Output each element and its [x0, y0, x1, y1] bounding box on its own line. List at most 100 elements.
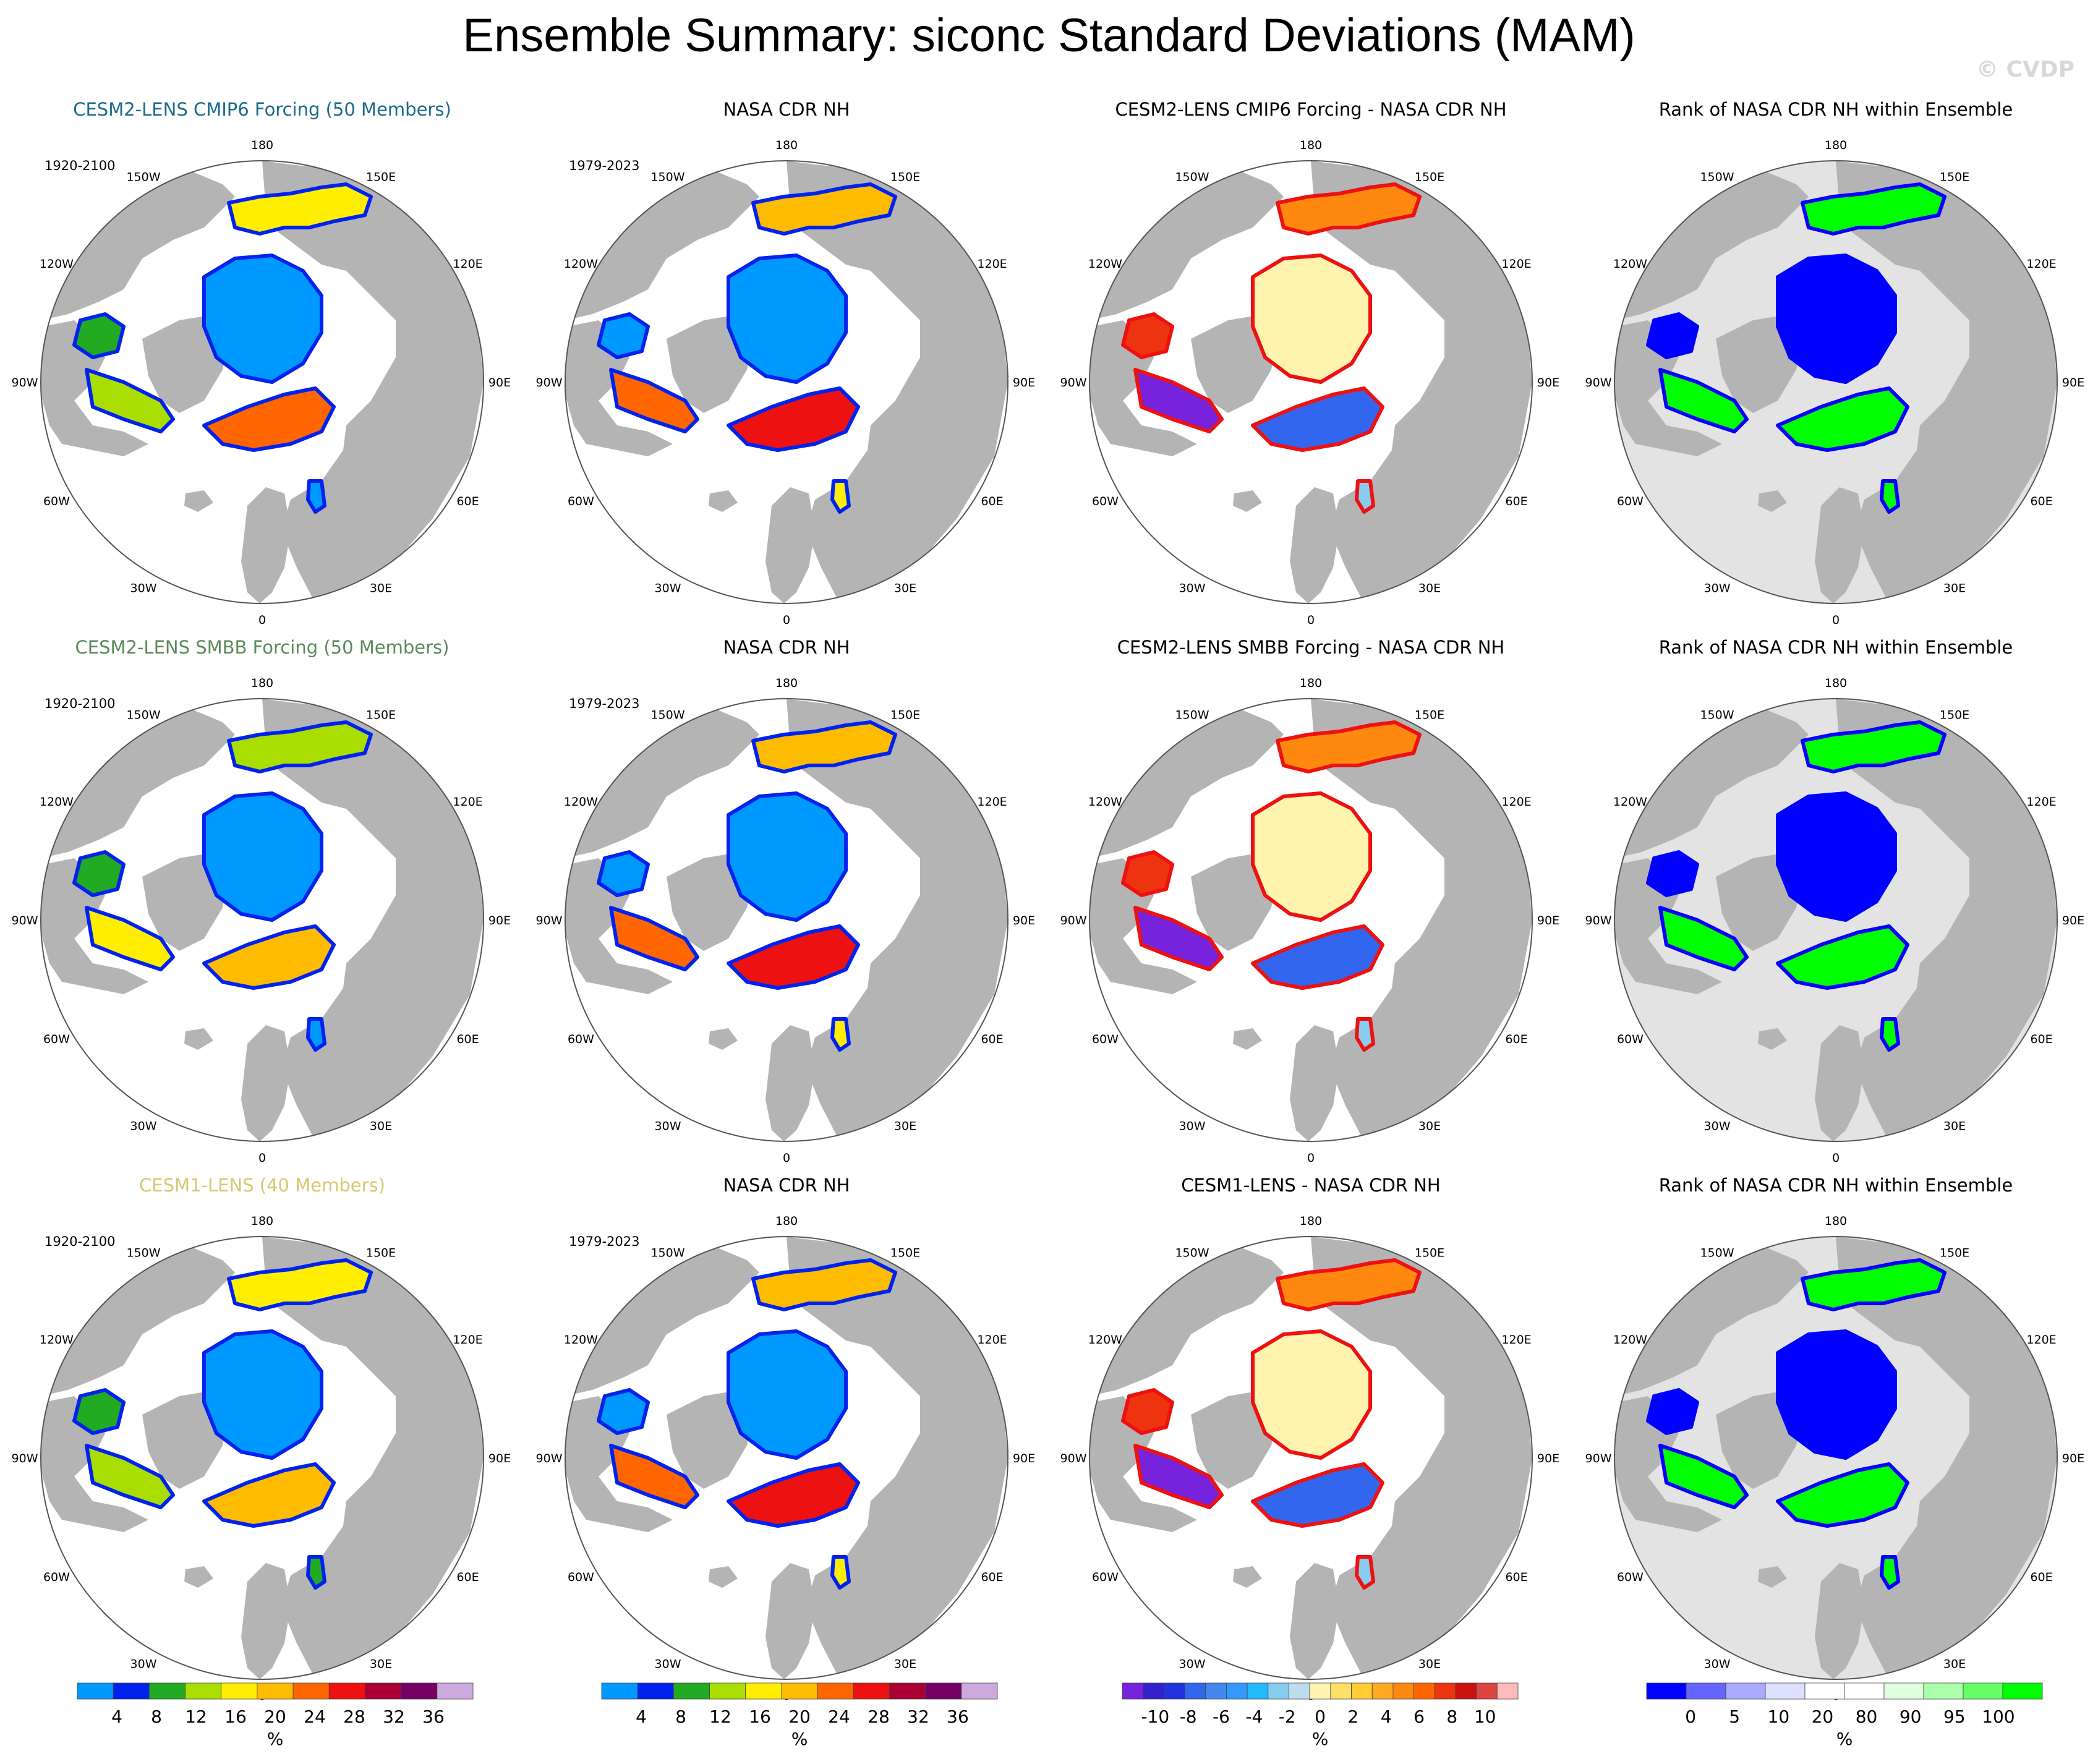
lon-label: 90E — [488, 1452, 511, 1465]
sea-ice-baffin — [72, 1388, 126, 1435]
sea-ice-labrador — [609, 1444, 699, 1509]
lon-label: 60E — [2030, 495, 2052, 508]
lon-label: 90E — [1013, 914, 1035, 927]
lon-label: 150W — [1175, 708, 1209, 722]
lon-label: 30E — [1943, 1658, 1966, 1671]
land-mass — [565, 1245, 759, 1396]
sea-ice-bering — [1276, 182, 1422, 236]
panel-title: CESM1-LENS (40 Members) — [139, 1175, 385, 1196]
sea-ice-baffin — [1121, 312, 1174, 359]
polar-map: 180 150E 120E 90E 60E 30E 0 30W 60W 90W 120W 150W — [536, 676, 1036, 1165]
land-mass — [241, 487, 291, 603]
lon-label: 60E — [456, 1033, 479, 1046]
sea-ice-baltic — [1355, 1555, 1375, 1590]
lon-label: 60W — [568, 1033, 594, 1046]
colorbar-swatch — [889, 1682, 926, 1700]
colorbar-swatch — [221, 1682, 258, 1700]
sea-ice-bering — [227, 720, 373, 773]
lon-label: 120W — [40, 257, 74, 271]
colorbar-swatch — [292, 1682, 330, 1700]
land-mass — [565, 707, 759, 858]
sea-ice-labrador — [1658, 1444, 1749, 1509]
sea-ice-baltic — [1355, 479, 1375, 514]
colorbar-swatch — [1143, 1682, 1164, 1700]
polar-map: 180 150E 120E 90E 60E 30E 0 30W 60W 90W 120W 150W — [1585, 138, 2085, 627]
lon-label: 90W — [1585, 1452, 1612, 1465]
colorbar-swatch — [1804, 1682, 1845, 1700]
model-panel: CESM2-LENS SMBB Forcing (50 Members) 1920… — [0, 637, 524, 1181]
lon-label: 150W — [126, 708, 160, 722]
colorbar-label: 5 — [1729, 1706, 1740, 1727]
lon-label: 180 — [1300, 1214, 1322, 1228]
land-mass — [41, 1245, 235, 1396]
lon-label: 120E — [1501, 257, 1531, 271]
lon-label: 120W — [1088, 257, 1122, 271]
sea-ice-bering — [751, 1258, 897, 1311]
land-mass — [765, 1025, 815, 1141]
lon-label: 180 — [775, 1214, 798, 1228]
colorbar-label: 95 — [1943, 1706, 1966, 1727]
lon-label: 30W — [1179, 582, 1206, 595]
colorbar-swatch — [1434, 1682, 1456, 1700]
land-mass — [1290, 487, 1339, 603]
lon-label: 120W — [564, 257, 598, 271]
lon-label: 60W — [1617, 495, 1644, 508]
colorbar-label: 20 — [264, 1706, 286, 1727]
colorbar-swatch — [1455, 1682, 1477, 1700]
lon-label: 150W — [1700, 170, 1734, 184]
diff-panel: CESM2-LENS SMBB Forcing - NASA CDR NH 180… — [1049, 637, 1573, 1181]
lon-label: 90W — [1585, 914, 1612, 927]
colorbar-swatch — [601, 1682, 638, 1700]
lon-label: 0 — [1307, 613, 1315, 627]
lon-label: 90E — [2062, 376, 2084, 390]
lon-label: 30E — [894, 582, 916, 595]
colorbar-swatch — [1247, 1682, 1269, 1700]
lon-label: 180 — [1825, 138, 1847, 152]
sea-ice-bering — [1276, 1258, 1422, 1311]
lon-label: 0 — [1832, 613, 1840, 627]
colorbar-swatch — [1351, 1682, 1373, 1700]
map-border — [1089, 160, 1533, 604]
colorbar-swatch — [1184, 1682, 1206, 1700]
colorbar-label: 4 — [111, 1706, 122, 1727]
land-mass — [1233, 490, 1262, 512]
colorbar-swatch — [77, 1682, 114, 1700]
sea-ice-labrador — [1133, 906, 1224, 971]
sea-ice-barents — [727, 386, 860, 452]
sea-ice-barents — [1776, 924, 1909, 990]
sea-ice-central — [727, 791, 848, 922]
land-mass — [41, 1396, 148, 1532]
lon-label: 90E — [1013, 376, 1035, 390]
lon-label: 0 — [783, 1151, 790, 1165]
colorbar-label: 24 — [304, 1706, 326, 1727]
lon-label: 60E — [1505, 1570, 1527, 1584]
colorbar-swatch — [1268, 1682, 1289, 1700]
lon-label: 150W — [1175, 170, 1209, 184]
sea-ice-bering — [1801, 182, 1947, 236]
diff-panel: CESM1-LENS - NASA CDR NH 180 150E 120E 90E 60… — [1049, 1175, 1573, 1719]
lon-label: 90E — [1013, 1452, 1035, 1465]
lon-label: 150E — [890, 708, 920, 722]
map-border — [565, 1236, 1008, 1680]
obs-panel: NASA CDR NH 1979-2023 180 150E 120E 90E 60E 30E… — [524, 99, 1049, 643]
colorbar-swatch — [709, 1682, 746, 1700]
lon-label: 120W — [1088, 795, 1122, 809]
lon-label: 90W — [1585, 376, 1612, 390]
colorbar-swatch — [185, 1682, 222, 1700]
lon-label: 150W — [650, 708, 684, 722]
lon-label: 180 — [251, 138, 273, 152]
map-border — [1614, 1236, 2058, 1680]
sea-ice-labrador — [85, 1444, 175, 1509]
lon-label: 120E — [977, 257, 1007, 271]
sea-ice-central — [1776, 1329, 1897, 1460]
lon-label: 0 — [1832, 1151, 1840, 1165]
colorbar-swatch — [1765, 1682, 1806, 1700]
lon-label: 120W — [1088, 1333, 1122, 1347]
sea-ice-barents — [202, 924, 336, 990]
sea-ice-central — [727, 1329, 848, 1460]
sea-ice-baltic — [1880, 479, 1900, 514]
colorbar-unit: % — [791, 1729, 808, 1749]
colorbar-swatch — [637, 1682, 674, 1700]
lon-label: 90W — [1060, 914, 1087, 927]
period-label: 1920-2100 — [45, 696, 116, 711]
